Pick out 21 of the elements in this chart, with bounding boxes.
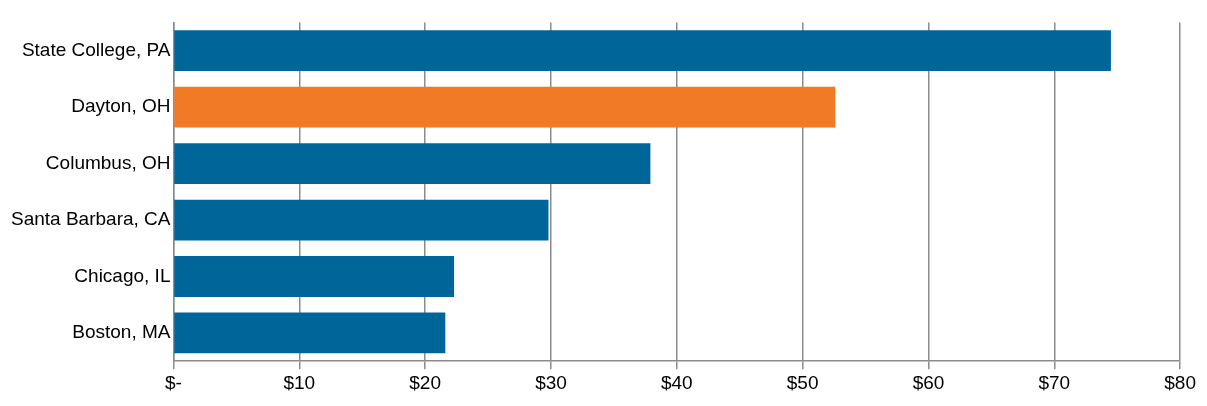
x-tick-label: $30 [535,371,567,393]
x-tick-label: $60 [912,371,945,393]
x-tick-label: $80 [1164,371,1196,393]
bar [174,312,446,354]
y-tick-label: Dayton, OH [71,95,171,117]
bar [174,86,836,128]
y-tick-label: Chicago, IL [74,264,171,286]
y-tick-label: Columbus, OH [45,151,171,173]
y-tick-label: Santa Barbara, CA [10,208,171,230]
x-tick-label: $40 [660,371,693,393]
x-tick-label: $50 [786,371,819,393]
x-tick-label: $- [165,371,182,393]
bar [174,30,1111,72]
y-tick-label: State College, PA [21,38,171,60]
bar [174,143,651,184]
x-tick-label: $70 [1038,371,1071,393]
x-tick-label: $10 [283,371,316,393]
x-tick-label: $20 [409,371,441,393]
bar [174,199,549,241]
bar [174,256,455,297]
y-tick-label: Boston, MA [72,321,171,343]
